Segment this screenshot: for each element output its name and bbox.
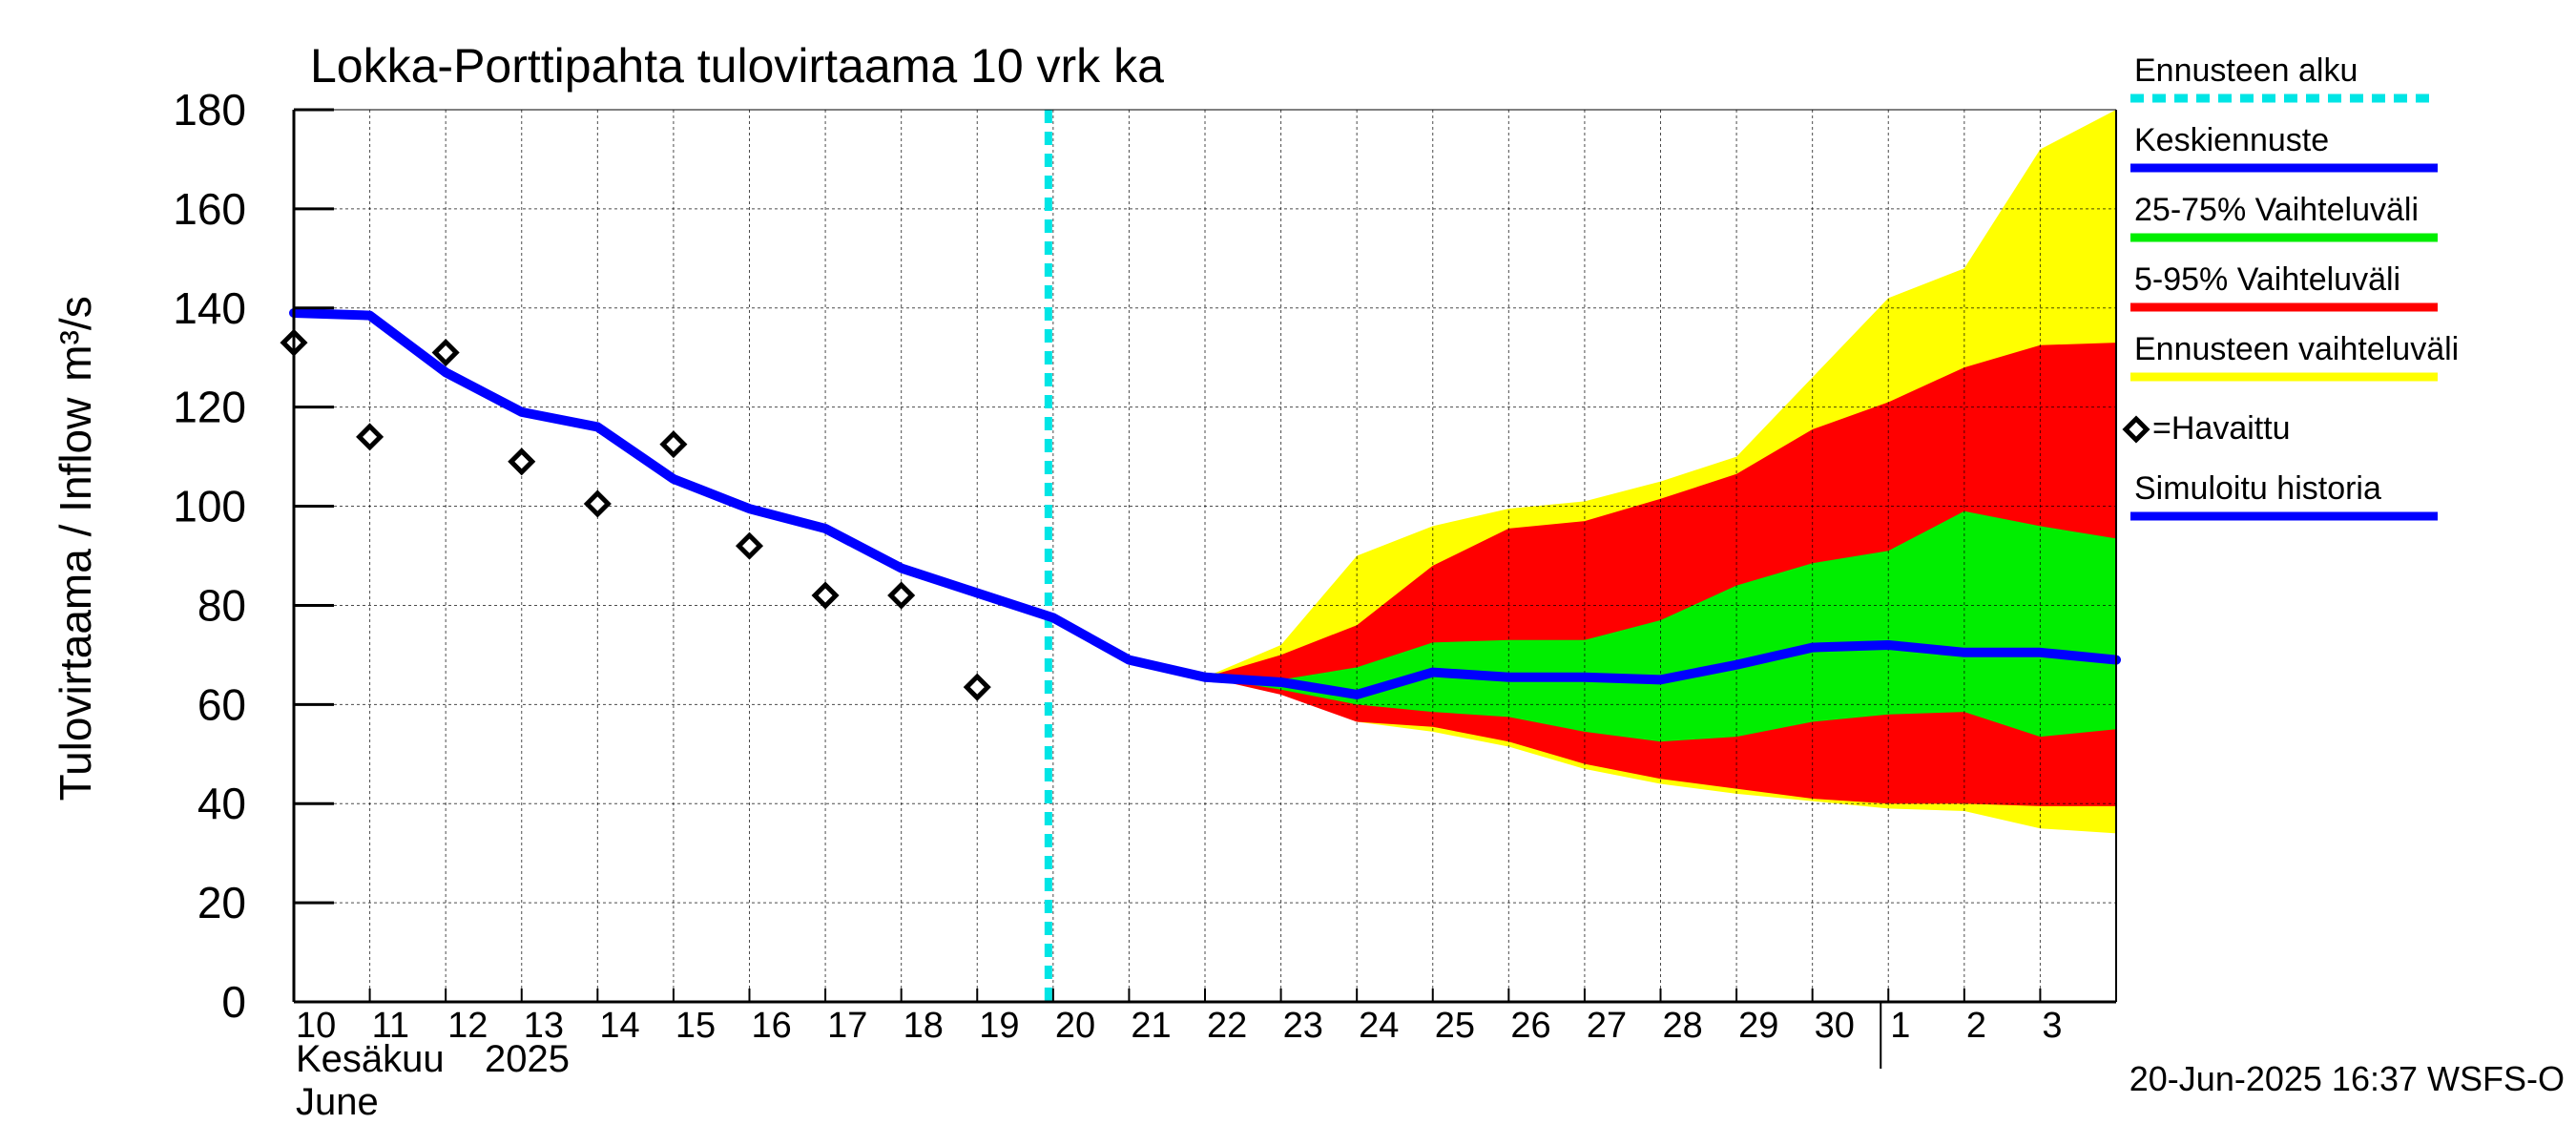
- x-tick-label: 23: [1283, 1006, 1323, 1046]
- y-axis-label: Tulovirtaama / Inflow: [51, 397, 100, 801]
- x-tick-label: 1: [1890, 1006, 1910, 1046]
- x-tick-label: 14: [599, 1006, 639, 1046]
- y-tick-label: 60: [197, 679, 246, 729]
- x-tick-label: 26: [1510, 1006, 1550, 1046]
- x-tick-label: 13: [524, 1006, 564, 1046]
- series-lines: [289, 110, 2121, 1002]
- x-tick-label: 21: [1131, 1006, 1171, 1046]
- x-tick-label: 3: [2042, 1006, 2062, 1046]
- legend-marker: [2122, 415, 2150, 444]
- x-tick-label: 12: [447, 1006, 488, 1046]
- x-axis-year: 2025: [485, 1038, 570, 1080]
- x-tick-label: 27: [1587, 1006, 1627, 1046]
- y-tick-label: 120: [173, 383, 246, 432]
- x-tick-label: 2: [1966, 1006, 1986, 1046]
- legend-label: Ennusteen vaihteluväli: [2134, 331, 2459, 367]
- x-tick-label: 15: [675, 1006, 716, 1046]
- x-tick-label: 18: [904, 1006, 944, 1046]
- x-tick-label: 22: [1207, 1006, 1247, 1046]
- legend-label: Keskiennuste: [2134, 122, 2329, 158]
- y-tick-label: 100: [173, 482, 246, 531]
- x-axis-month-fi: Kesäkuu: [296, 1038, 445, 1080]
- x-tick-label: 29: [1738, 1006, 1778, 1046]
- x-tick-label: 30: [1815, 1006, 1855, 1046]
- legend-label: 25-75% Vaihteluväli: [2134, 192, 2419, 228]
- legend-label: =Havaittu: [2152, 410, 2291, 447]
- y-tick-label: 0: [221, 977, 246, 1027]
- series-simuloitu-historia: [289, 307, 1210, 682]
- legend-label: 5-95% Vaihteluväli: [2134, 261, 2400, 298]
- y-tick-label: 140: [173, 283, 246, 333]
- legend-label: Ennusteen alku: [2134, 52, 2358, 89]
- x-tick-label: 11: [372, 1006, 409, 1046]
- observed-point: [583, 489, 612, 518]
- y-tick-label: 20: [197, 878, 246, 927]
- observed-point: [431, 338, 460, 367]
- x-tick-label: 25: [1435, 1006, 1475, 1046]
- y-tick-label: 40: [197, 779, 246, 828]
- observed-point: [508, 448, 536, 476]
- x-tick-label: 28: [1663, 1006, 1703, 1046]
- series-keskiennuste: [1200, 640, 2121, 699]
- legend: Ennusteen alku Keskiennuste 25-75% Vaihtel…: [2122, 52, 2459, 521]
- observed-point: [811, 581, 840, 610]
- y-tick-label: 160: [173, 184, 246, 234]
- x-tick-label: 16: [752, 1006, 792, 1046]
- x-tick-label: 17: [827, 1006, 867, 1046]
- x-tick-label: 24: [1359, 1006, 1399, 1046]
- observed-point: [963, 673, 991, 701]
- legend-label: Simuloitu historia: [2134, 470, 2381, 507]
- chart-title: Lokka-Porttipahta tulovirtaama 10 vrk ka: [310, 39, 1164, 93]
- observed-point: [735, 531, 764, 560]
- x-tick-label: 10: [296, 1006, 336, 1046]
- footer-timestamp: 20-Jun-2025 16:37 WSFS-O: [2129, 1059, 2565, 1098]
- x-tick-label: 19: [979, 1006, 1019, 1046]
- x-axis-month-en: June: [296, 1081, 379, 1123]
- observed-point: [356, 423, 384, 451]
- observed-markers: [280, 328, 991, 701]
- y-tick-label: 80: [197, 580, 246, 630]
- y-axis-unit: m³/s: [51, 296, 100, 381]
- x-tick-label: 20: [1055, 1006, 1095, 1046]
- observed-point: [887, 581, 916, 610]
- y-tick-label: 180: [173, 85, 246, 135]
- observed-point: [659, 430, 688, 459]
